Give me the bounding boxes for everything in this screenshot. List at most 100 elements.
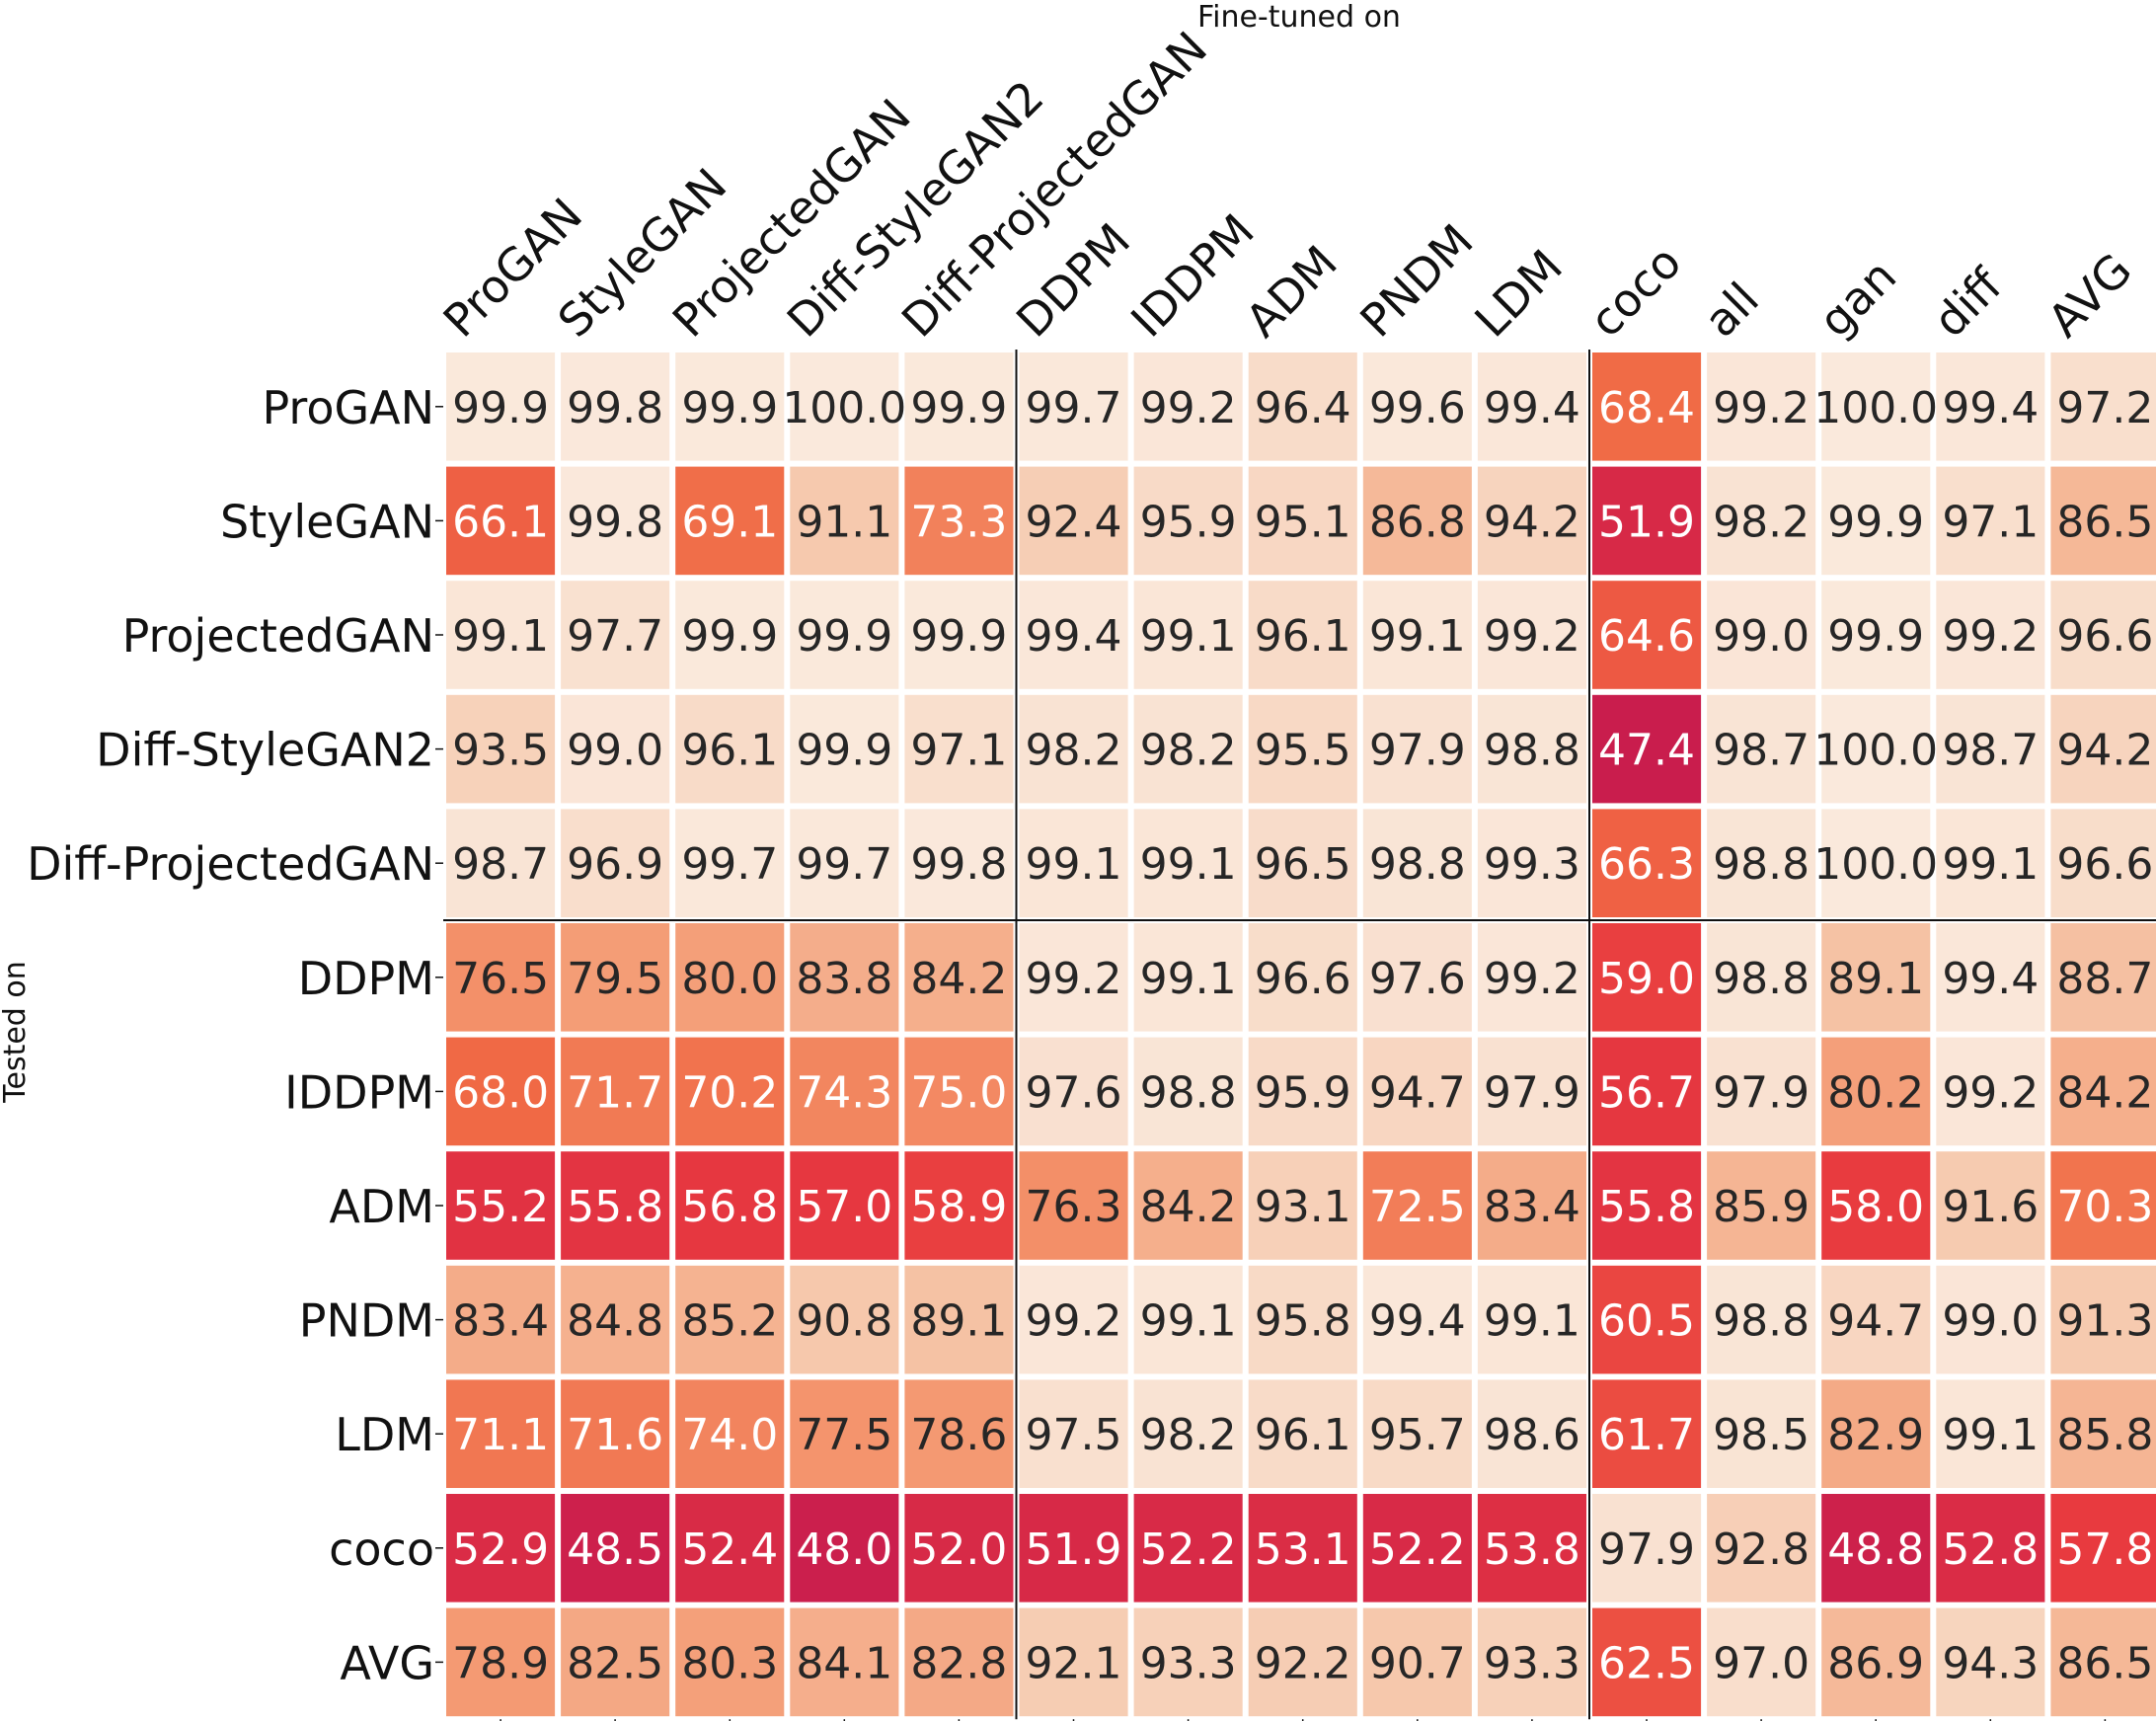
- heatmap-cell: [1362, 466, 1472, 576]
- heatmap-cell: [1019, 1151, 1128, 1260]
- heatmap-cell: [904, 923, 1014, 1032]
- cell-value-label: 89.1: [910, 1296, 1007, 1347]
- heatmap-cell: [1362, 1265, 1472, 1374]
- cell-value-label: 78.6: [910, 1410, 1007, 1460]
- cell-value-label: 96.6: [2056, 611, 2153, 662]
- heatmap-cell: [904, 352, 1014, 461]
- cell-value-label: 48.5: [567, 1525, 663, 1575]
- heatmap-cell: [1248, 923, 1357, 1032]
- heatmap-cell: [1707, 809, 1816, 917]
- heatmap-cell: [1362, 352, 1472, 461]
- cell-value-label: 70.2: [681, 1067, 778, 1118]
- heatmap-cell: [675, 1379, 785, 1488]
- cell-value-label: 57.0: [796, 1182, 892, 1232]
- column-label: AVG: [2038, 243, 2142, 348]
- cell-value-label: 69.1: [681, 497, 778, 547]
- heatmap-cell: [1019, 1037, 1128, 1146]
- cell-value-label: 98.8: [1484, 726, 1580, 776]
- cell-value-label: 98.2: [1140, 1410, 1237, 1460]
- heatmap-cell: [904, 1265, 1014, 1374]
- heatmap-cell: [446, 1607, 556, 1717]
- cell-value-label: 99.0: [1942, 1296, 2039, 1347]
- cell-value-label: 99.1: [1140, 1296, 1237, 1347]
- heatmap-cell: [2050, 923, 2156, 1032]
- row-label: Diff-ProjectedGAN: [27, 837, 434, 891]
- cell-value-label: 73.3: [910, 497, 1007, 547]
- cell-value-label: 100.0: [1813, 383, 1938, 433]
- heatmap-cell: [561, 923, 670, 1032]
- cell-value-label: 100.0: [1813, 726, 1938, 776]
- column-label: IDDPM: [1120, 203, 1265, 348]
- row-label: StyleGAN: [220, 495, 434, 548]
- cell-value-label: 83.4: [1484, 1182, 1580, 1232]
- heatmap-cell: [1821, 1151, 1931, 1260]
- heatmap-cell: [1477, 694, 1586, 804]
- cell-value-label: 95.7: [1369, 1410, 1466, 1460]
- row-label: Diff-StyleGAN2: [96, 724, 434, 777]
- cell-value-label: 97.1: [1942, 497, 2039, 547]
- cell-value-label: 89.1: [1827, 954, 1924, 1004]
- cell-value-label: 48.8: [1827, 1525, 1924, 1575]
- heatmap-cell: [1477, 1379, 1586, 1488]
- heatmap-cell: [1019, 923, 1128, 1032]
- cell-value-label: 84.2: [910, 954, 1007, 1004]
- row-label: LDM: [335, 1408, 434, 1461]
- heatmap-cell: [1707, 352, 1816, 461]
- heatmap-cell: [1477, 466, 1586, 576]
- cell-value-label: 99.3: [1484, 839, 1580, 890]
- cell-value-label: 94.7: [1827, 1296, 1924, 1347]
- group-separators: [443, 350, 2156, 1720]
- heatmap-cell: [1592, 1265, 1702, 1374]
- heatmap-cell: [904, 581, 1014, 689]
- cell-value-label: 99.4: [1369, 1296, 1466, 1347]
- heatmap-cell: [1248, 1037, 1357, 1146]
- heatmap-cell: [1707, 1265, 1816, 1374]
- heatmap-cell: [790, 1151, 899, 1260]
- row-label: ADM: [329, 1180, 434, 1233]
- heatmap-cell: [675, 694, 785, 804]
- heatmap-cell: [1707, 923, 1816, 1032]
- cell-value-label: 99.1: [1026, 839, 1122, 890]
- heatmap-cell: [561, 352, 670, 461]
- cell-value-label: 74.0: [681, 1410, 778, 1460]
- heatmap-cell: [1362, 581, 1472, 689]
- heatmap-cell: [1821, 1379, 1931, 1488]
- cell-value-label: 55.8: [567, 1182, 663, 1232]
- cell-value-label: 92.8: [1713, 1525, 1810, 1575]
- heatmap-cell: [446, 352, 556, 461]
- cell-value-label: 94.3: [1942, 1638, 2039, 1688]
- heatmap-cell: [790, 1379, 899, 1488]
- cell-value-label: 53.8: [1484, 1525, 1580, 1575]
- heatmap-cell: [1707, 1494, 1816, 1603]
- cell-value-label: 98.7: [452, 839, 549, 890]
- cell-value-label: 97.9: [1598, 1525, 1695, 1575]
- cell-value-label: 99.8: [567, 497, 663, 547]
- cell-value-label: 85.8: [2056, 1410, 2153, 1460]
- cell-value-label: 99.7: [1026, 383, 1122, 433]
- heatmap-cell: [1592, 1151, 1702, 1260]
- cell-value-label: 84.8: [567, 1296, 663, 1347]
- cell-value-label: 85.9: [1713, 1182, 1810, 1232]
- cell-value-label: 99.2: [1026, 954, 1122, 1004]
- heatmap-cell: [1019, 1607, 1128, 1717]
- cell-value-label: 99.7: [796, 839, 892, 890]
- heatmap-cell: [1362, 923, 1472, 1032]
- heatmap-cell: [675, 581, 785, 689]
- heatmap-cell: [2050, 466, 2156, 576]
- heatmap-cell: [675, 1037, 785, 1146]
- cell-value-label: 82.9: [1827, 1410, 1924, 1460]
- cell-value-label: 93.3: [1484, 1638, 1580, 1688]
- heatmap-cell: [790, 352, 899, 461]
- heatmap-cell: [1133, 809, 1243, 917]
- cell-value-label: 75.0: [910, 1067, 1007, 1118]
- heatmap-cell: [1477, 1037, 1586, 1146]
- cell-value-label: 96.1: [1255, 611, 1351, 662]
- heatmap-cell: [446, 1494, 556, 1603]
- column-label: diff: [1923, 258, 2013, 348]
- heatmap-cell: [675, 352, 785, 461]
- heatmap-cell: [1477, 581, 1586, 689]
- x-axis-title: Fine-tuned on: [1197, 0, 1401, 35]
- heatmap-cell: [1707, 1379, 1816, 1488]
- heatmap-cell: [1362, 1379, 1472, 1488]
